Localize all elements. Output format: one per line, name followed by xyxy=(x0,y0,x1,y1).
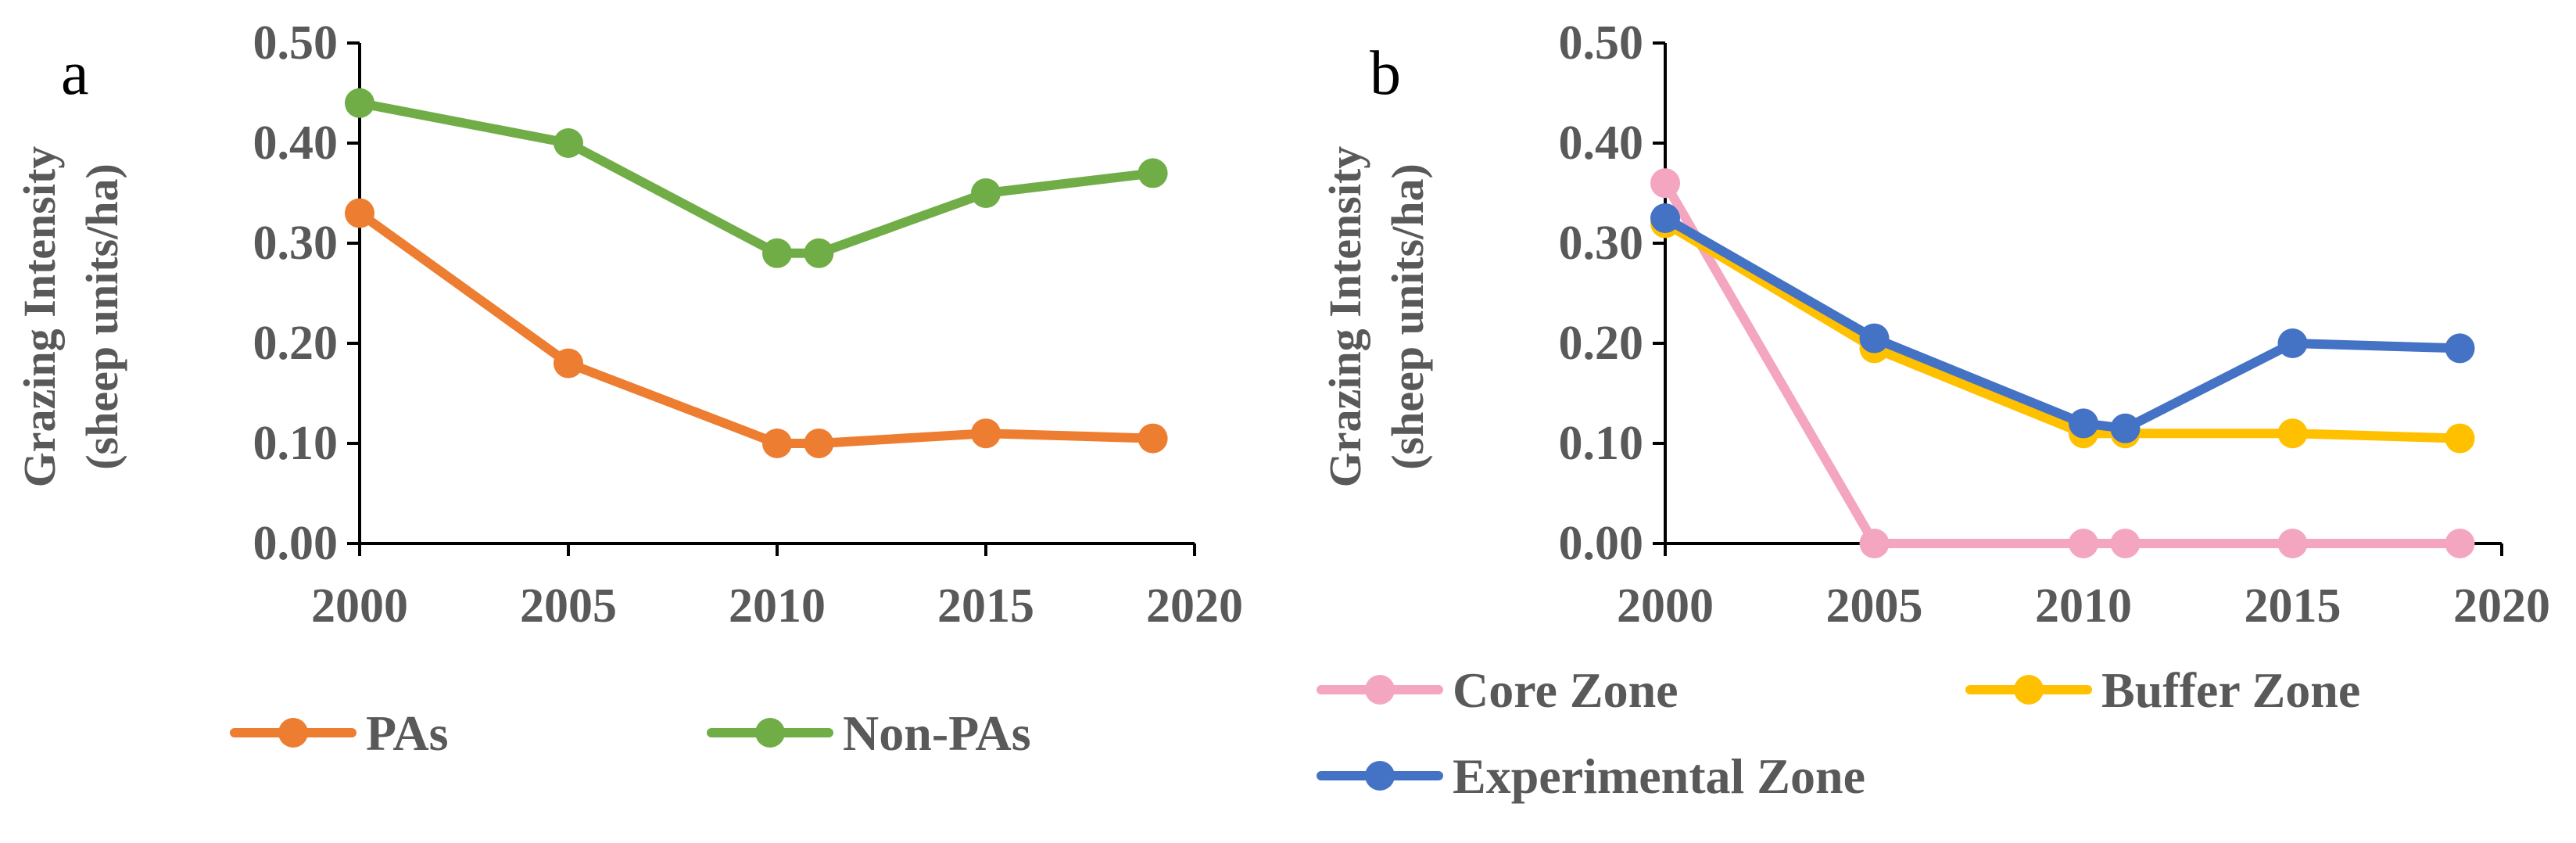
data-point xyxy=(1859,323,1890,353)
data-point xyxy=(1650,203,1680,233)
data-point xyxy=(2277,328,2308,358)
y-tick-label: 0.20 xyxy=(253,317,339,370)
y-tick-label: 0.00 xyxy=(1559,517,1644,570)
legend-label: Non-PAs xyxy=(843,705,1031,761)
series-non-pas xyxy=(345,88,1168,268)
y-axis-title-line2: (sheep units/ha) xyxy=(77,163,127,470)
y-tick-label: 0.40 xyxy=(253,117,339,170)
y-axis-title-line1: Grazing Intensity xyxy=(1320,146,1370,488)
x-tick-label: 2010 xyxy=(729,579,826,633)
legend-entry: Core Zone xyxy=(1317,662,1679,718)
series-experimental-zone xyxy=(1650,203,2475,443)
legend-entry: Buffer Zone xyxy=(1965,662,2360,718)
legend-swatch-marker xyxy=(1365,761,1395,791)
data-point xyxy=(1138,423,1168,454)
data-point xyxy=(804,238,834,268)
y-tick-label: 0.30 xyxy=(1559,217,1644,270)
y-axis-title-line1: Grazing Intensity xyxy=(14,146,65,488)
legend-label: Core Zone xyxy=(1453,662,1679,718)
series-line xyxy=(355,98,1158,258)
legend-entry: Experimental Zone xyxy=(1317,748,1865,804)
data-point xyxy=(1138,158,1168,188)
legend-label: Experimental Zone xyxy=(1453,748,1865,804)
x-tick-label: 2020 xyxy=(1146,579,1243,633)
x-tick-label: 2000 xyxy=(1617,579,1714,633)
x-tick-label: 2005 xyxy=(520,579,617,633)
legend-entry: PAs xyxy=(230,705,448,761)
series-line xyxy=(1661,213,2465,433)
data-point xyxy=(2445,529,2475,558)
data-point xyxy=(2069,529,2098,558)
legend-label: PAs xyxy=(366,705,448,761)
y-tick-label: 0.00 xyxy=(253,517,339,570)
data-point xyxy=(804,429,834,458)
data-point xyxy=(762,238,792,268)
series-line xyxy=(1661,218,2465,443)
legend-swatch-marker xyxy=(755,718,785,748)
y-tick-label: 0.10 xyxy=(1559,417,1644,470)
series-core-zone xyxy=(1650,168,2475,558)
data-point xyxy=(2277,529,2308,558)
data-point xyxy=(1650,168,1680,199)
chart-panel-a: a Grazing Intensity (sheep units/ha) 0.00 0.… xyxy=(14,16,1243,761)
series-pas xyxy=(345,198,1168,458)
legend-swatch-marker xyxy=(1365,675,1395,705)
x-tick-label: 2015 xyxy=(2245,579,2341,633)
data-point xyxy=(2445,333,2475,364)
data-point xyxy=(345,88,374,118)
series-line xyxy=(1661,178,2465,548)
series-line xyxy=(355,208,1158,448)
panel-label: a xyxy=(61,39,89,108)
data-point xyxy=(2277,418,2308,449)
legend-swatch-marker xyxy=(278,718,308,748)
data-point xyxy=(1859,529,1890,558)
legend-entry: Non-PAs xyxy=(707,705,1031,761)
y-tick-label: 0.40 xyxy=(1559,117,1644,170)
y-tick-label: 0.10 xyxy=(253,417,339,470)
data-point xyxy=(554,348,583,378)
legend-swatch-marker xyxy=(2014,675,2044,705)
data-point xyxy=(2445,423,2475,454)
x-tick-label: 2000 xyxy=(311,579,408,633)
data-point xyxy=(345,198,374,228)
legend-label: Buffer Zone xyxy=(2101,662,2360,718)
panel-label: b xyxy=(1370,39,1401,108)
x-tick-label: 2005 xyxy=(1826,579,1923,633)
data-point xyxy=(554,128,583,158)
data-point xyxy=(971,418,1001,449)
x-tick-label: 2010 xyxy=(2035,579,2132,633)
y-axis-title-line2: (sheep units/ha) xyxy=(1382,163,1433,470)
x-tick-label: 2015 xyxy=(937,579,1034,633)
x-tick-label: 2020 xyxy=(2453,579,2550,633)
y-tick-label: 0.30 xyxy=(253,217,339,270)
data-point xyxy=(2110,529,2141,558)
y-tick-label: 0.50 xyxy=(1559,16,1644,70)
data-point xyxy=(971,178,1001,208)
y-tick-label: 0.20 xyxy=(1559,317,1644,370)
data-point xyxy=(762,429,792,458)
data-point xyxy=(2110,413,2141,443)
y-tick-label: 0.50 xyxy=(253,16,339,70)
data-point xyxy=(2069,408,2098,439)
